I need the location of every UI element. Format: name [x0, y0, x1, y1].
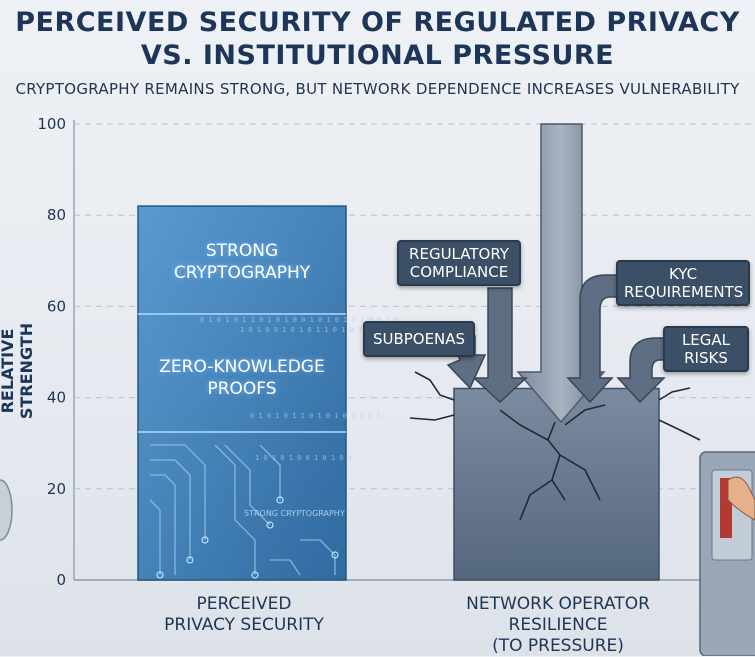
circuit-node [156, 571, 164, 579]
x-category-label-0: PERCEIVED PRIVACY SECURITY [126, 594, 362, 636]
pressure-arrow-main [516, 123, 606, 424]
knob-left [0, 479, 13, 541]
circuit-node [251, 571, 259, 579]
circuit-trace [150, 474, 176, 575]
callout-line: REQUIREMENTS [624, 283, 744, 301]
callout-line: SUBPOENAS [372, 330, 466, 348]
circuit-node [186, 556, 194, 564]
circuit-node [276, 496, 284, 504]
crack-line [658, 387, 691, 401]
y-tick-label: 20 [47, 480, 66, 498]
circuit-node [201, 536, 209, 544]
x-category-line: RESILIENCE [508, 615, 608, 635]
circuit-trace [224, 444, 271, 526]
callout-line: COMPLIANCE [409, 263, 509, 281]
bar-network-operator-resilience [453, 387, 660, 581]
hand [727, 476, 755, 521]
pressure-arrow-regulatory [472, 287, 528, 404]
chart-title: PERCEIVED SECURITY OF REGULATED PRIVACY … [0, 6, 755, 72]
pressure-decor [0, 123, 755, 656]
pressure-arrow-kyc [566, 274, 619, 404]
y-tick-labels: 0 20 40 60 80 100 [37, 115, 66, 589]
callout-line: KYC [668, 265, 698, 283]
bar-label-strong-cryptography: STRONG CRYPTOGRAPHY [140, 240, 344, 284]
crack-line [519, 479, 553, 521]
bar-label-line: CRYPTOGRAPHY [173, 263, 311, 283]
circuit-trace [149, 499, 161, 575]
callout-subpoenas: SUBPOENAS [363, 321, 475, 357]
circuit-trace [259, 444, 281, 500]
bar-label-line: PROOFS [207, 379, 277, 399]
circuit-trace [270, 559, 301, 576]
x-category-line: PRIVACY SECURITY [164, 615, 324, 635]
circuit-trace [150, 459, 191, 560]
callout-legal-risks: LEGAL RISKS [663, 326, 749, 372]
circuit-trace [214, 444, 256, 575]
bar-perceived-privacy-security [137, 205, 347, 581]
crack-line [414, 371, 455, 401]
callout-line: REGULATORY [409, 245, 509, 263]
x-category-line: (TO PRESSURE) [492, 636, 624, 656]
chart-subtitle: CRYPTOGRAPHY REMAINS STRONG, BUT NETWORK… [15, 80, 740, 98]
crack-line [559, 454, 601, 501]
x-category-label-1: NETWORK OPERATOR RESILIENCE (TO PRESSURE… [436, 594, 680, 657]
circuit-trace [300, 539, 336, 575]
x-category-line: PERCEIVED [196, 594, 292, 614]
circuit-node [331, 551, 339, 559]
binary-digits: 0 1 0 1 0 1 1 0 1 0 1 0 0 1 0 1 0 1 0 1 … [200, 316, 398, 324]
pressure-arrow-legal [616, 337, 666, 404]
title-line-2: VS. INSTITUTIONAL PRESSURE [140, 40, 615, 71]
circuit-trace [150, 444, 206, 540]
callout-regulatory-compliance: REGULATORY COMPLIANCE [397, 240, 521, 286]
y-tick-label: 0 [56, 571, 66, 589]
y-tick-label: 40 [47, 389, 66, 407]
bars: 0 1 0 1 0 1 1 0 1 0 1 0 0 1 0 1 0 1 0 1 … [137, 205, 701, 581]
crack-line [409, 414, 455, 421]
y-tick-label: 60 [47, 297, 66, 315]
bar-label-zero-knowledge: ZERO-KNOWLEDGE PROOFS [140, 356, 344, 400]
crack-line [658, 419, 701, 441]
y-axis-label: RELATIVE STRENGTH [0, 322, 36, 420]
callout-line: RISKS [684, 349, 728, 367]
binary-digits: 1 0 1 0 1 0 0 1 0 1 0 1 [255, 454, 352, 462]
callout-kyc-requirements: KYC REQUIREMENTS [616, 260, 750, 306]
x-category-line: NETWORK OPERATOR [466, 594, 650, 614]
bar-watermark: STRONG CRYPTOGRAPHY [244, 509, 345, 518]
binary-digits: 0 1 0 1 0 1 1 0 1 0 1 0 0 1 0 1 [250, 412, 381, 420]
y-tick-label: 100 [37, 115, 66, 133]
title-line-1: PERCEIVED SECURITY OF REGULATED PRIVACY [15, 7, 740, 38]
crack-line [499, 409, 549, 441]
crack-line [564, 404, 606, 426]
circuit-node [266, 521, 274, 529]
y-tick-label: 80 [47, 206, 66, 224]
callout-line: LEGAL [681, 331, 731, 349]
bar-label-line: ZERO-KNOWLEDGE [159, 357, 325, 377]
binary-digits: 1 0 1 0 0 1 0 1 0 1 1 0 1 0 1 0 1 0 [240, 326, 388, 334]
bar-label-line: STRONG [205, 241, 279, 261]
